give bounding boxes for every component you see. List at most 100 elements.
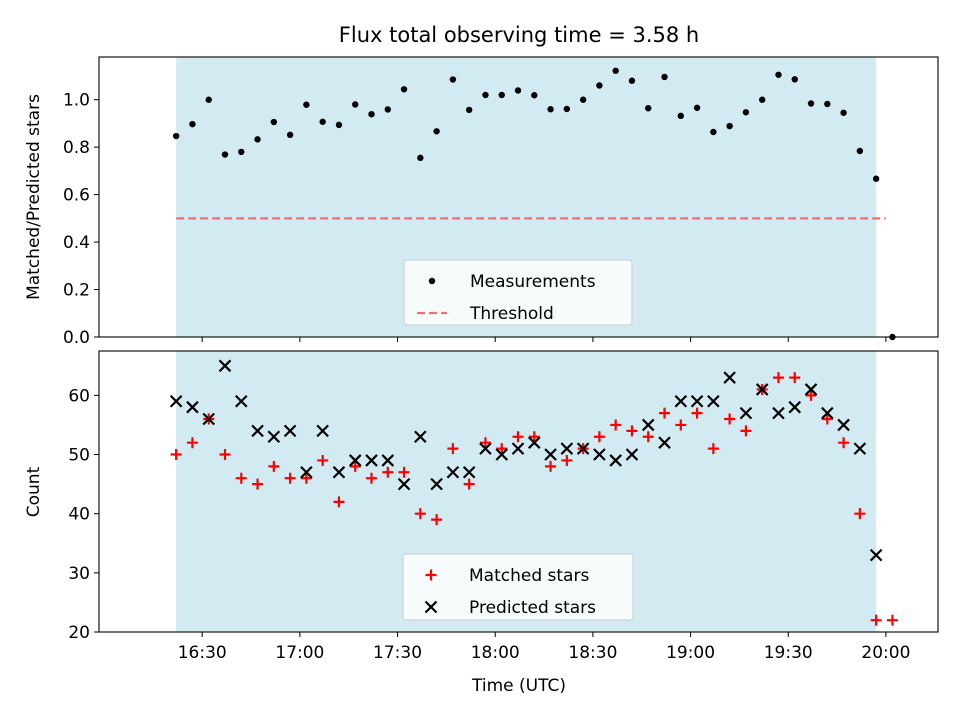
data-point bbox=[645, 105, 652, 112]
legend-label: Matched stars bbox=[469, 566, 589, 586]
data-point bbox=[498, 91, 505, 99]
matched-star-marker bbox=[268, 460, 280, 472]
data-point bbox=[677, 112, 684, 120]
legend-label: Threshold bbox=[469, 304, 554, 324]
matched-star-marker bbox=[626, 425, 638, 437]
matched-star-marker bbox=[561, 454, 573, 466]
matched-star-marker bbox=[838, 437, 850, 449]
y-tick-label: 0.4 bbox=[63, 233, 90, 253]
legend-swatch bbox=[425, 569, 437, 581]
matched-star-marker bbox=[854, 508, 866, 520]
count-panel: 20 30 40 50 60 16:30 17:00 17:30 18:00 18:30 19:00… bbox=[68, 350, 939, 663]
legend: Measurements Threshold bbox=[403, 259, 633, 326]
data-point bbox=[596, 82, 603, 89]
predicted-star-marker bbox=[837, 418, 850, 432]
y-tick-label: 30 bbox=[68, 564, 90, 584]
legend-label: Measurements bbox=[470, 272, 596, 292]
data-point bbox=[547, 106, 554, 113]
data-point bbox=[238, 148, 245, 156]
predicted-star-marker bbox=[560, 442, 574, 455]
data-point bbox=[856, 147, 864, 155]
data-point bbox=[628, 77, 636, 84]
predicted-star-marker bbox=[772, 406, 785, 420]
matched-star-marker bbox=[414, 508, 426, 520]
data-point bbox=[612, 67, 619, 74]
predicted-star-marker bbox=[267, 430, 281, 444]
matched-star-marker bbox=[724, 413, 736, 425]
predicted-star-marker bbox=[739, 406, 753, 420]
predicted-star-marker bbox=[495, 448, 509, 461]
matched-star-marker bbox=[252, 478, 264, 490]
x-tick-label: 17:00 bbox=[275, 643, 324, 663]
y-tick-label: 50 bbox=[68, 446, 90, 466]
predicted-star-marker bbox=[332, 465, 346, 479]
y-tick-label: 0.8 bbox=[63, 138, 90, 158]
predicted-star-marker bbox=[690, 395, 704, 408]
legend-swatch bbox=[428, 277, 436, 285]
matched-star-marker bbox=[235, 472, 247, 484]
data-point bbox=[335, 121, 343, 129]
x-tick-label: 19:00 bbox=[666, 643, 715, 663]
matched-star-marker bbox=[512, 431, 524, 443]
data-point bbox=[189, 120, 196, 128]
count-y-axis-label: Count bbox=[24, 466, 44, 517]
matched-star-marker bbox=[593, 431, 605, 443]
matched-star-marker bbox=[219, 449, 231, 461]
matched-star-marker bbox=[463, 478, 475, 490]
matched-star-marker bbox=[284, 472, 296, 484]
predicted-star-marker bbox=[186, 400, 199, 414]
series-measurements bbox=[172, 67, 896, 341]
matched-star-marker bbox=[805, 389, 817, 401]
y-tick-label: 0.2 bbox=[63, 281, 90, 301]
data-point bbox=[384, 106, 391, 113]
matched-star-marker bbox=[691, 407, 703, 419]
matched-star-marker bbox=[642, 431, 654, 443]
data-point bbox=[661, 73, 668, 81]
matched-star-marker bbox=[447, 443, 459, 455]
matched-star-marker bbox=[789, 372, 801, 384]
chart-title: Flux total observing time = 3.58 h bbox=[339, 23, 699, 47]
data-point bbox=[303, 101, 310, 108]
data-point bbox=[791, 76, 798, 83]
data-point bbox=[872, 175, 880, 182]
x-tick-label: 18:30 bbox=[568, 643, 617, 663]
data-point bbox=[579, 96, 587, 103]
predicted-star-marker bbox=[430, 477, 443, 491]
predicted-star-marker bbox=[446, 465, 460, 479]
predicted-star-marker bbox=[853, 442, 867, 455]
y-tick-label: 0.6 bbox=[63, 186, 90, 206]
legend-label: Predicted stars bbox=[469, 598, 596, 618]
predicted-star-marker bbox=[511, 442, 525, 455]
data-point bbox=[270, 118, 278, 126]
predicted-star-marker bbox=[755, 383, 769, 396]
predicted-star-marker bbox=[821, 406, 834, 420]
series-predicted-stars bbox=[169, 359, 883, 562]
data-point bbox=[563, 105, 571, 113]
x-tick-label: 17:30 bbox=[373, 643, 422, 663]
data-point bbox=[726, 122, 733, 130]
matched-star-marker bbox=[349, 460, 361, 472]
matched-star-marker bbox=[366, 472, 378, 484]
matched-star-marker bbox=[821, 413, 833, 425]
matched-star-marker bbox=[772, 372, 784, 384]
legend-box bbox=[402, 553, 634, 621]
y-tick-label: 0.0 bbox=[63, 328, 90, 348]
predicted-star-marker bbox=[576, 442, 590, 455]
data-point bbox=[710, 128, 717, 136]
matched-star-marker bbox=[659, 407, 671, 419]
matched-star-marker bbox=[170, 449, 182, 461]
matched-star-marker bbox=[528, 431, 540, 443]
predicted-star-marker bbox=[641, 418, 655, 432]
matched-star-marker bbox=[610, 419, 622, 431]
matched-star-marker bbox=[870, 614, 882, 626]
data-point bbox=[254, 136, 261, 143]
matched-star-marker bbox=[886, 614, 898, 626]
predicted-star-marker bbox=[234, 395, 248, 408]
matched-star-marker bbox=[333, 496, 345, 508]
data-point bbox=[840, 109, 847, 116]
predicted-star-marker bbox=[365, 454, 378, 467]
data-point bbox=[205, 96, 212, 103]
predicted-star-marker bbox=[169, 395, 183, 408]
predicted-star-marker bbox=[300, 465, 313, 479]
